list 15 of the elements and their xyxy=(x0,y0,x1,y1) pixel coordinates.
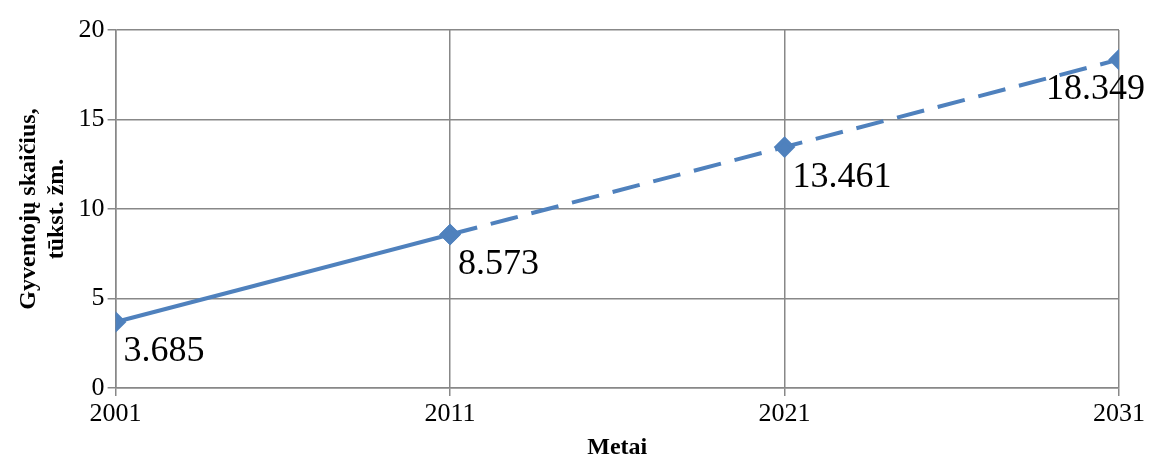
y-tick-label: 5 xyxy=(91,282,105,312)
y-axis-title: Gyventojų skaičius, tūkst. žm. xyxy=(13,108,69,310)
y-tick-label: 20 xyxy=(78,13,105,43)
data-label: 8.573 xyxy=(458,242,540,282)
x-tick-label: 2021 xyxy=(758,398,811,428)
y-tick-label: 15 xyxy=(78,103,105,133)
data-label: 18.349 xyxy=(1046,67,1145,108)
y-tick-label: 10 xyxy=(78,192,105,222)
x-axis-title: Metai xyxy=(587,432,648,459)
data-label: 13.461 xyxy=(792,154,892,195)
x-tick-label: 2001 xyxy=(89,398,142,428)
x-tick-label: 2031 xyxy=(1093,398,1145,428)
data-label: 3.685 xyxy=(123,329,205,370)
y-tick-label: 0 xyxy=(91,371,105,401)
x-tick-label: 2011 xyxy=(424,398,476,428)
